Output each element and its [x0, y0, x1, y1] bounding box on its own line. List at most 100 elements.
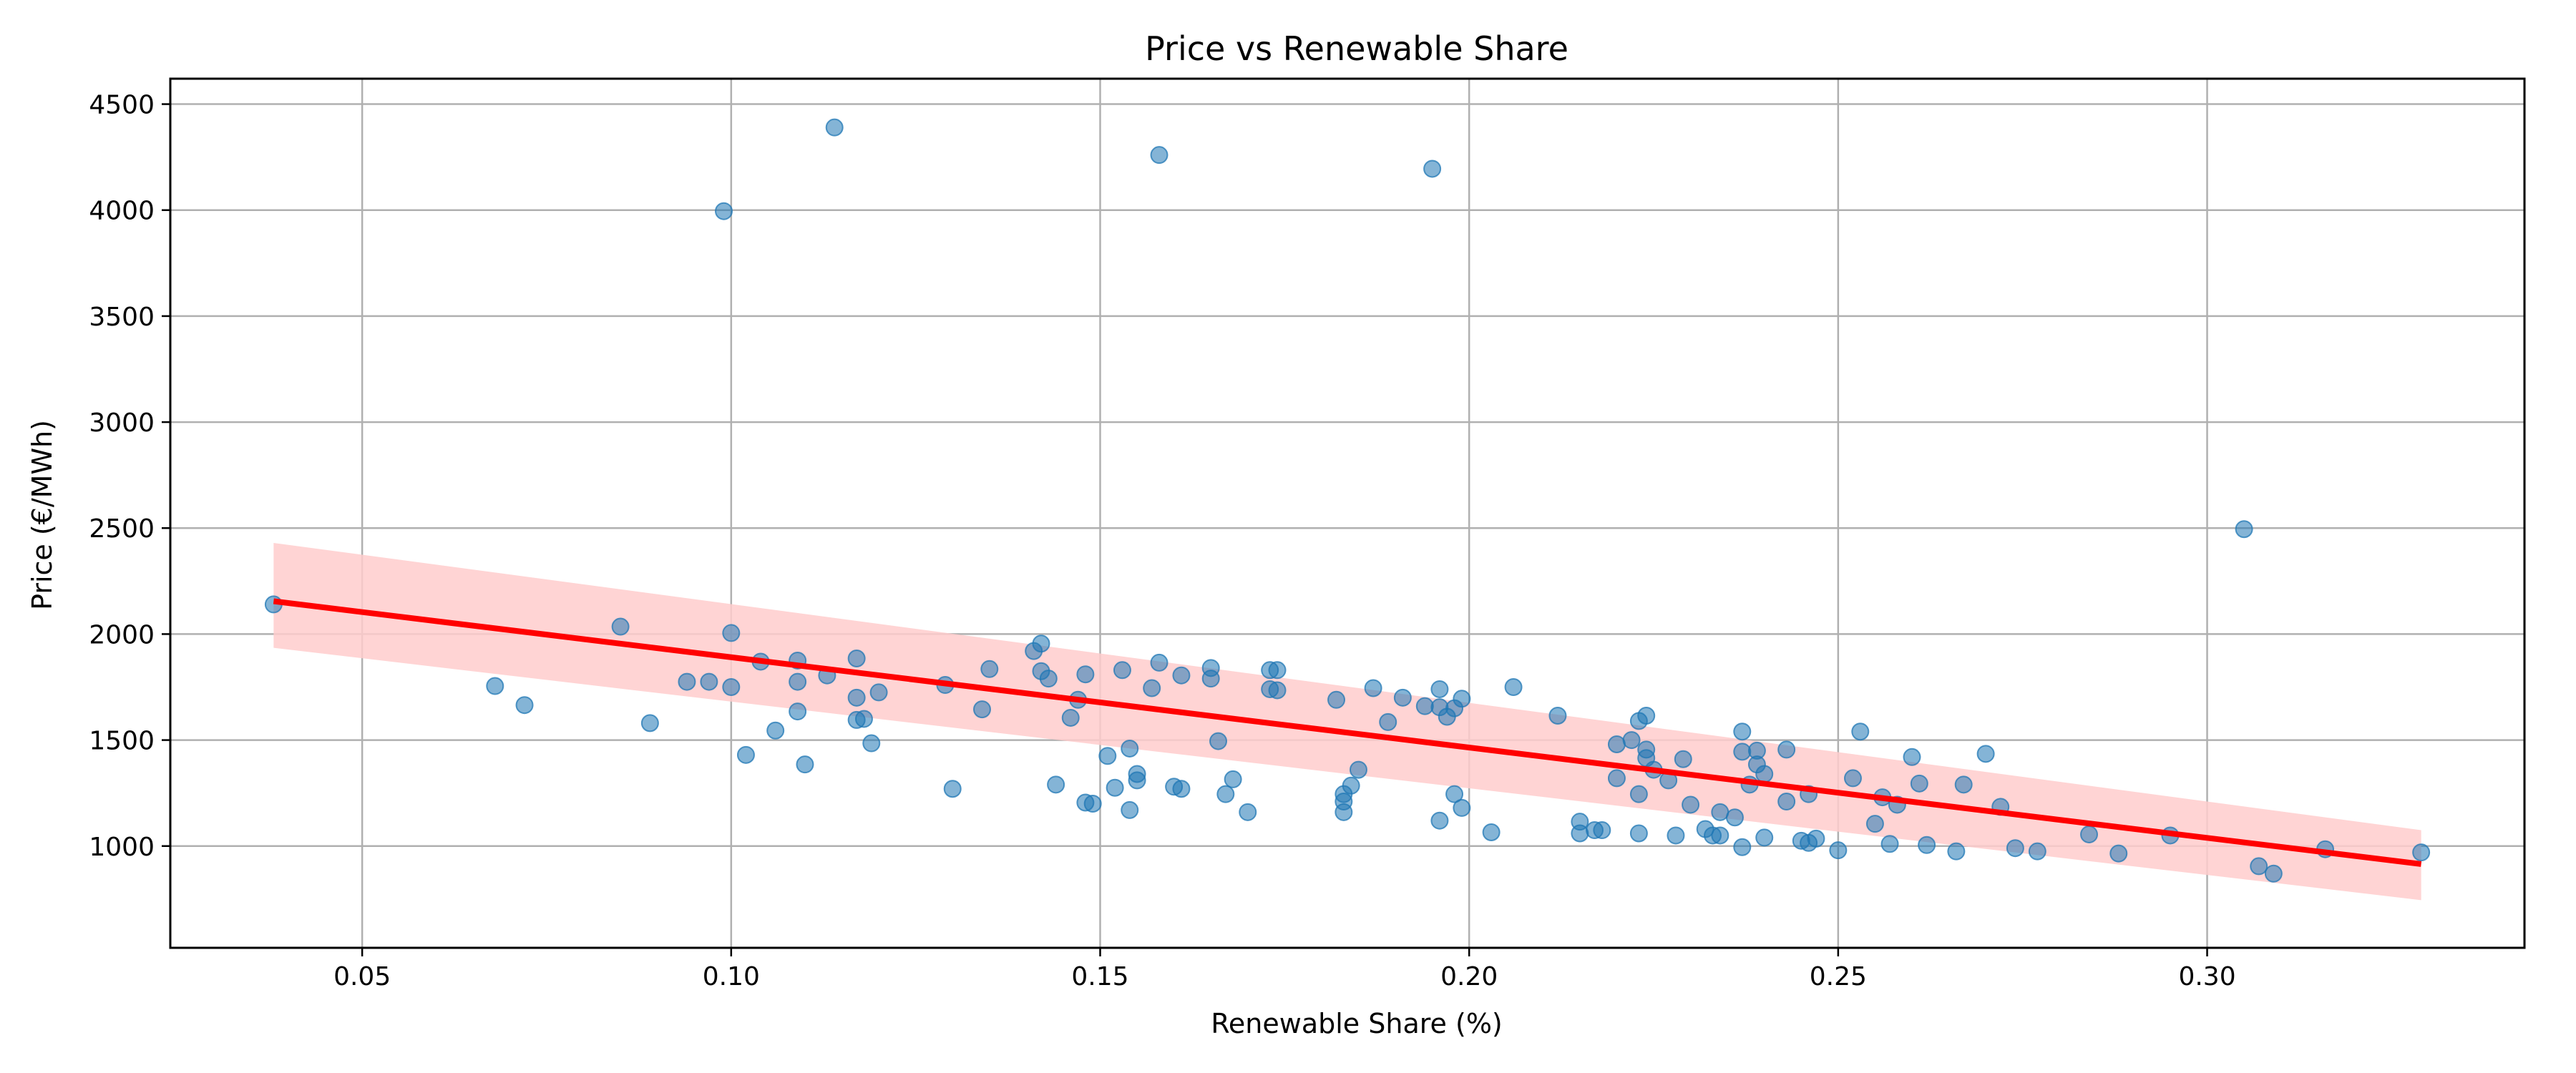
data-point [1098, 747, 1117, 765]
data-point [715, 202, 733, 220]
plot-frame [169, 77, 2526, 949]
data-point [1747, 741, 1766, 760]
data-point [789, 672, 807, 691]
data-point [1571, 813, 1589, 831]
data-point [1903, 748, 1921, 766]
data-point [1548, 707, 1567, 725]
x-tick-label: 0.30 [2178, 962, 2235, 991]
x-tick-label: 0.25 [1810, 962, 1867, 991]
data-point [1910, 774, 1928, 793]
y-axis-label: Price (€/MWh) [26, 420, 58, 610]
regression-line [273, 598, 2422, 867]
data-point [611, 617, 630, 636]
data-point [722, 624, 741, 642]
data-point [736, 745, 755, 764]
data-point [515, 696, 534, 715]
ticks-layer: 0.05 0.10 0.15 0.20 0.25 0.30 1000 1500 2000 2500… [89, 91, 2235, 991]
x-tick-label: 0.10 [703, 962, 760, 991]
data-point [640, 714, 659, 733]
data-point [2028, 842, 2046, 861]
data-point [854, 710, 873, 728]
data-point [847, 649, 866, 667]
data-point [722, 678, 741, 696]
data-point [1143, 679, 1161, 697]
data-point [1106, 778, 1124, 797]
data-point [1711, 803, 1729, 821]
data-point [825, 118, 844, 137]
data-point [1415, 697, 1434, 715]
data-point [980, 660, 999, 678]
data-point [1755, 765, 1774, 783]
data-point [1629, 824, 1648, 843]
data-point [1150, 146, 1169, 165]
y-tick-label: 4500 [89, 91, 155, 120]
data-point [2080, 825, 2099, 843]
data-point [1172, 666, 1191, 685]
data-point [1453, 798, 1471, 817]
data-point [1504, 678, 1523, 696]
data-point [2235, 520, 2253, 539]
data-point [766, 721, 785, 740]
data-point [1121, 739, 1139, 758]
data-point [1733, 722, 1752, 741]
data-point [1918, 836, 1936, 854]
data-point [1622, 731, 1641, 750]
data-point [1076, 665, 1095, 684]
data-point [1032, 635, 1050, 653]
data-point [972, 700, 991, 719]
data-point [1335, 803, 1353, 821]
data-point [1061, 708, 1080, 727]
data-point [1954, 775, 1973, 794]
data-point [1216, 785, 1235, 803]
data-point [1807, 829, 1825, 848]
data-point [1268, 681, 1287, 700]
data-point [1430, 680, 1449, 698]
y-tick-label: 3000 [89, 408, 155, 438]
data-point [1711, 826, 1729, 845]
data-point [1113, 661, 1131, 680]
x-tick-label: 0.20 [1440, 962, 1498, 991]
y-tick-label: 1000 [89, 833, 155, 862]
data-point [678, 672, 696, 691]
data-point [1682, 795, 1700, 814]
y-tick-label: 2500 [89, 514, 155, 544]
data-point [943, 780, 962, 798]
data-point [2006, 839, 2024, 858]
data-point [2264, 864, 2283, 883]
x-axis-label: Renewable Share (%) [1211, 1008, 1503, 1039]
data-point [1674, 750, 1692, 768]
data-point [700, 672, 718, 691]
points-layer [264, 118, 2431, 883]
data-point [1777, 793, 1796, 811]
data-point [1851, 722, 1870, 741]
data-point [1342, 776, 1360, 795]
data-point [1083, 794, 1102, 813]
y-tick-label: 2000 [89, 620, 155, 650]
data-point [1268, 661, 1287, 680]
data-point [789, 702, 807, 721]
data-point [1430, 811, 1449, 830]
grid-layer [170, 79, 2524, 948]
data-point [1423, 160, 1442, 178]
data-point [869, 683, 888, 702]
y-tick-label: 1500 [89, 727, 155, 756]
data-point [2412, 843, 2431, 862]
data-point [1733, 838, 1752, 856]
y-tick-label: 3500 [89, 303, 155, 332]
data-point [1607, 769, 1626, 788]
data-point [1393, 688, 1412, 707]
data-point [1327, 690, 1346, 709]
data-point [1865, 815, 1884, 833]
data-point [1593, 821, 1611, 840]
data-point [2250, 857, 2268, 876]
chart-title: Price vs Renewable Share [1145, 29, 1568, 68]
data-point [1829, 841, 1848, 860]
data-point [1201, 670, 1220, 688]
confidence-band-layer [273, 542, 2421, 901]
data-point [1224, 770, 1242, 788]
data-point [1843, 769, 1862, 788]
data-point [2109, 844, 2128, 863]
data-point [1637, 707, 1656, 725]
data-point [1039, 670, 1058, 688]
